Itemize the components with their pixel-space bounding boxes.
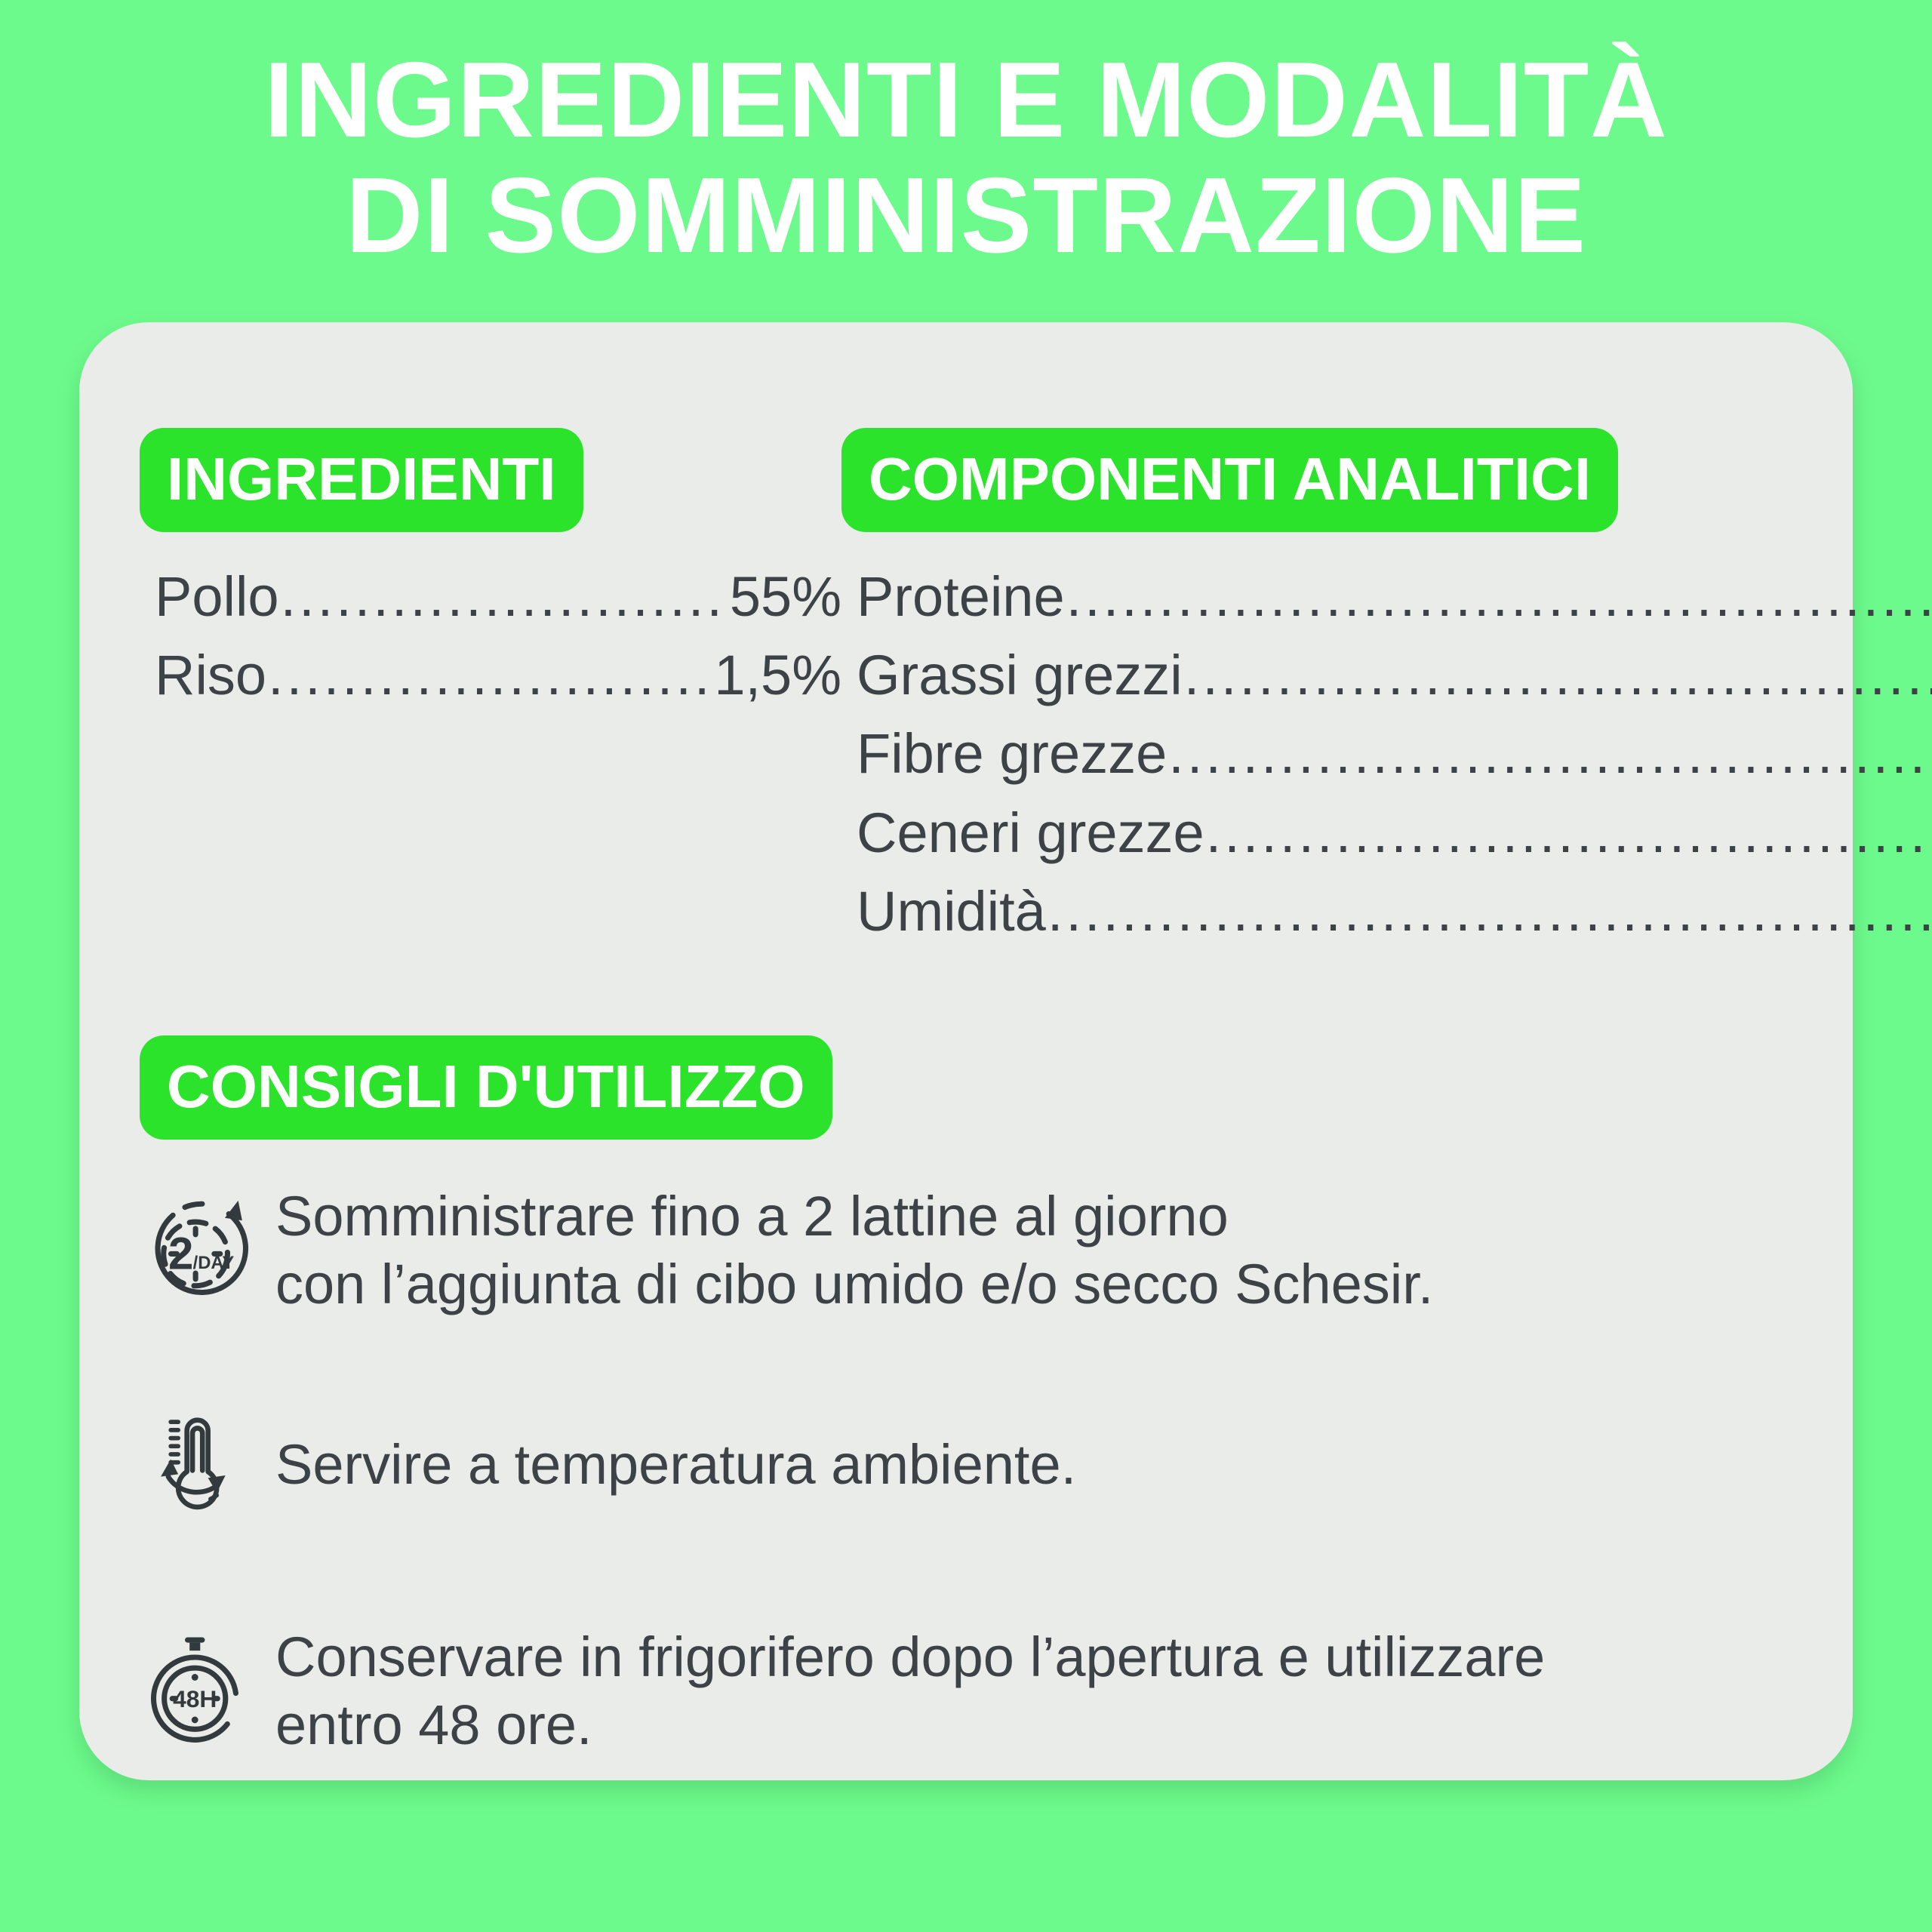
usage-item-temperature: Servire a temperatura ambiente.	[140, 1396, 1792, 1534]
title-line-2: DI SOMMINISTRAZIONE	[345, 155, 1587, 276]
dot-leader	[1168, 715, 1932, 793]
usage-list: 2 /DAY Somministrare fino a 2 lattine al…	[140, 1182, 1792, 1760]
ingredients-list: Pollo 55% Riso 1,5%	[140, 558, 841, 715]
usage-heading-badge: CONSIGLI D'UTILIZZO	[140, 1035, 832, 1140]
usage-text-line: entro 48 ore.	[275, 1694, 592, 1757]
usage-text-line: con l’aggiunta di cibo umido e/o secco S…	[275, 1253, 1434, 1316]
ingredient-value: 55%	[729, 565, 841, 628]
analytical-section: COMPONENTI ANALITICI Proteine 12% Grassi…	[841, 427, 1932, 952]
title-line-1: INGREDIENTI E MODALITÀ	[263, 40, 1669, 160]
icon-label-2: 2	[168, 1229, 193, 1279]
analytical-name: Fibre grezze	[857, 722, 1168, 786]
dot-leader	[268, 636, 712, 715]
info-card: INGREDIENTI Pollo 55% Riso 1,5% COMPONEN…	[79, 321, 1853, 1780]
icon-box: 2 /DAY	[140, 1182, 253, 1319]
columns: INGREDIENTI Pollo 55% Riso 1,5% COMPONEN…	[140, 427, 1792, 952]
ingredient-value: 1,5%	[714, 644, 841, 707]
dot-leader	[1048, 872, 1932, 951]
usage-text: Conservare in frigorifero dopo l’apertur…	[275, 1623, 1545, 1760]
analytical-row: Proteine 12%	[857, 558, 1932, 636]
icon-box: 48H	[140, 1623, 253, 1760]
usage-item-daily-amount: 2 /DAY Somministrare fino a 2 lattine al…	[140, 1182, 1792, 1319]
icon-label-day: /DAY	[193, 1253, 235, 1273]
thermometer-icon	[161, 1417, 226, 1510]
dot-leader	[1066, 558, 1932, 636]
analytical-name: Grassi grezzi	[857, 644, 1183, 707]
2-per-day-clock-icon: 2 /DAY	[155, 1201, 248, 1296]
page-title: INGREDIENTI E MODALITÀ DI SOMMINISTRAZIO…	[264, 42, 1668, 274]
usage-text-line: Conservare in frigorifero dopo l’apertur…	[275, 1626, 1546, 1689]
icon-label-48h: 48H	[173, 1686, 217, 1713]
usage-text: Servire a temperatura ambiente.	[275, 1431, 1076, 1499]
ingredients-section: INGREDIENTI Pollo 55% Riso 1,5%	[140, 427, 841, 952]
icon-box	[140, 1396, 253, 1534]
analytical-row: Fibre grezze 1%	[857, 715, 1932, 793]
analytical-name: Ceneri grezze	[857, 801, 1204, 864]
ingredient-name: Riso	[155, 644, 267, 707]
usage-text: Somministrare fino a 2 lattine al giorno…	[275, 1183, 1433, 1319]
analytical-name: Umidità	[857, 880, 1046, 943]
dot-leader	[281, 558, 728, 636]
usage-text-line: Somministrare fino a 2 lattine al giorno	[275, 1185, 1229, 1248]
analytical-name: Proteine	[857, 565, 1065, 628]
dot-leader	[1184, 636, 1932, 715]
usage-text-line: Servire a temperatura ambiente.	[275, 1433, 1077, 1497]
dot-leader	[1206, 794, 1932, 872]
analytical-row: Umidità 86%	[857, 872, 1932, 951]
usage-section: CONSIGLI D'UTILIZZO	[140, 1035, 1792, 1140]
analytical-list: Proteine 12% Grassi grezzi 1% Fibre grez…	[841, 558, 1932, 952]
ingredients-heading-badge: INGREDIENTI	[140, 427, 583, 532]
analytical-row: Grassi grezzi 1%	[857, 636, 1932, 715]
ingredient-row: Riso 1,5%	[155, 636, 841, 715]
ingredient-row: Pollo 55%	[155, 558, 841, 636]
analytical-heading-badge: COMPONENTI ANALITICI	[841, 427, 1618, 532]
stopwatch-48h-icon: 48H	[151, 1637, 239, 1743]
analytical-row: Ceneri grezze 2%	[857, 794, 1932, 872]
usage-item-storage: 48H Conservare in frigorifero dopo l’ape…	[140, 1623, 1792, 1760]
ingredient-name: Pollo	[155, 565, 279, 628]
